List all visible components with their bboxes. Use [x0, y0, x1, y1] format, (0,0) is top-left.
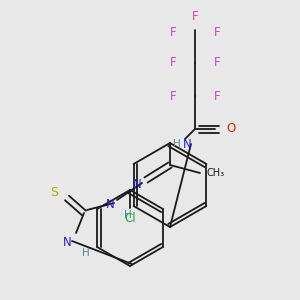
Text: F: F [214, 89, 220, 103]
Text: F: F [192, 10, 198, 22]
Text: F: F [170, 89, 176, 103]
Text: N: N [106, 199, 114, 212]
Text: H: H [82, 248, 90, 258]
Text: O: O [226, 122, 236, 136]
Text: N: N [63, 236, 71, 250]
Text: F: F [170, 26, 176, 38]
Text: H: H [124, 210, 132, 220]
Text: F: F [214, 56, 220, 70]
Text: H: H [173, 139, 181, 149]
Text: CH₃: CH₃ [207, 168, 225, 178]
Text: N: N [133, 178, 141, 191]
Text: Cl: Cl [124, 212, 136, 224]
Text: N: N [183, 137, 191, 151]
Text: F: F [170, 56, 176, 70]
Text: F: F [214, 26, 220, 38]
Text: S: S [50, 187, 58, 200]
